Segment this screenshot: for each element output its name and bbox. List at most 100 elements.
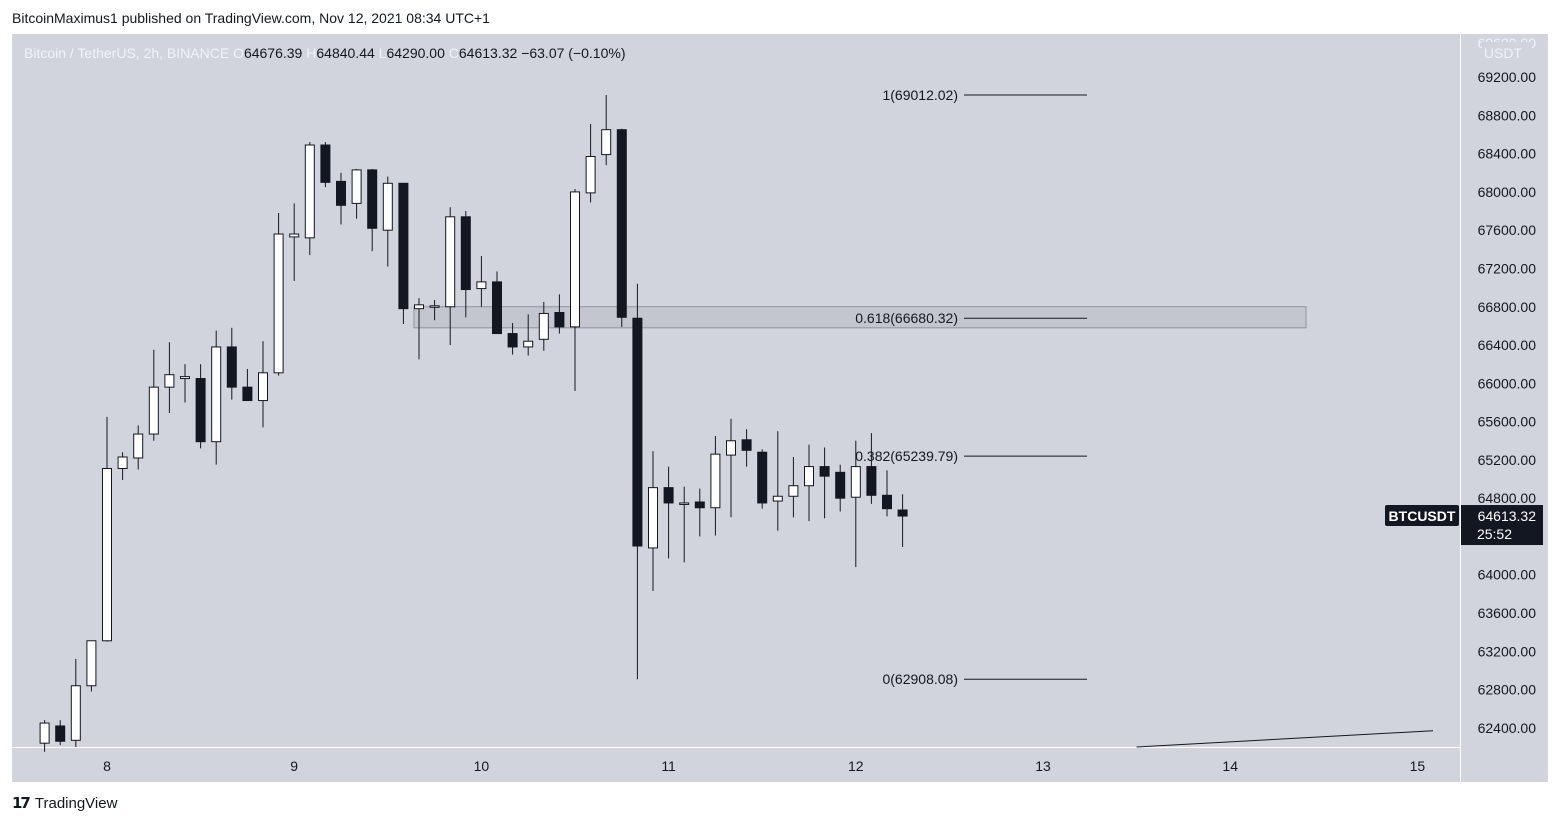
candle (336, 172, 346, 225)
candle-body (866, 466, 877, 496)
candle (866, 433, 877, 504)
candle (445, 207, 456, 346)
candle-body (289, 233, 300, 238)
candle (835, 464, 846, 512)
candle-body (679, 502, 690, 505)
candle (897, 494, 908, 547)
candle-body (86, 640, 97, 687)
plot-background (12, 34, 1460, 747)
candle-body (882, 494, 892, 510)
price-tick-label: 68800.00 (1478, 107, 1537, 123)
candle-body (164, 374, 175, 388)
time-tick-label: 8 (103, 758, 111, 774)
candle-body (70, 685, 81, 741)
candle-body (819, 466, 830, 477)
candle (772, 431, 783, 531)
candle-body (39, 722, 50, 744)
candle (585, 123, 596, 203)
candle (476, 256, 487, 307)
candle-body (320, 144, 331, 183)
candle-body (757, 451, 768, 504)
price-tick-label: 66800.00 (1478, 299, 1537, 315)
candle-body (258, 372, 268, 402)
candle (320, 142, 331, 188)
publisher-line: BitcoinMaximus1 published on TradingView… (12, 10, 490, 26)
price-tick-label: 68400.00 (1478, 146, 1537, 162)
candle-body (117, 456, 128, 469)
last-price-tag: 64613.32 25:52 (1461, 505, 1543, 546)
candle-countdown-label: 25:52 (1477, 526, 1512, 542)
candle (538, 301, 549, 351)
chart-area[interactable]: 1(69012.02) 0.618(66680.32) 0.382(65239.79… (12, 34, 1548, 782)
candle-body (897, 509, 908, 517)
candle (460, 211, 471, 318)
candle-body (460, 216, 471, 291)
candle (850, 440, 861, 568)
candle (148, 349, 159, 441)
candlestick-chart[interactable]: 1(69012.02) 0.618(66680.32) 0.382(65239.79… (12, 34, 1548, 782)
price-scale-area (1460, 34, 1548, 782)
candle-body (429, 305, 440, 308)
price-tick-label: 65600.00 (1478, 414, 1537, 430)
candle-body (367, 169, 378, 229)
fib-level-label: 0(62908.08) (882, 671, 958, 687)
candle-body (180, 376, 190, 380)
candle-body (273, 233, 284, 374)
candle (788, 457, 799, 518)
price-tick-label: 63600.00 (1478, 605, 1537, 621)
candle-body (507, 333, 518, 348)
candle-body (523, 340, 534, 348)
symbol-tag-label: BTCUSDT (1389, 508, 1456, 524)
price-tick-label: 67600.00 (1478, 222, 1537, 238)
candle (211, 330, 222, 465)
candle (117, 452, 128, 480)
candle (398, 182, 409, 324)
tradingview-logo-icon: 17 (12, 794, 31, 812)
candle-body (710, 453, 721, 509)
currency-label-bg (1482, 42, 1532, 62)
price-tick-label: 63200.00 (1478, 643, 1537, 659)
candle (226, 327, 237, 400)
candle-body (835, 471, 846, 499)
candle-body (601, 129, 612, 156)
candle (648, 451, 658, 592)
candle (492, 271, 502, 335)
candle-body (726, 440, 736, 456)
candle (679, 486, 690, 563)
candle-body (772, 495, 783, 502)
candle (133, 425, 144, 470)
last-price-label: 64613.32 (1478, 508, 1537, 524)
time-tick-label: 11 (661, 758, 676, 774)
time-tick-label: 15 (1410, 758, 1426, 774)
candle-body (398, 182, 409, 310)
currency-label: USDT (1484, 45, 1523, 61)
candle-body (570, 191, 580, 328)
tradingview-branding[interactable]: 17 TradingView (12, 794, 117, 812)
candle (710, 435, 721, 536)
candle-body (788, 485, 799, 497)
time-tick-label: 12 (848, 758, 864, 774)
price-tick-label: 65200.00 (1478, 452, 1537, 468)
candle-body (133, 433, 144, 459)
candle (258, 341, 268, 428)
candle (616, 128, 627, 327)
candle-body (850, 466, 861, 498)
candle-body (102, 467, 112, 642)
candle (367, 168, 378, 252)
candle (741, 429, 752, 467)
candle (757, 449, 768, 509)
candle (273, 212, 284, 376)
candle (55, 720, 66, 746)
candle-body (694, 501, 705, 509)
time-axis-area (12, 747, 1460, 782)
symbol-tag-bg (1385, 505, 1459, 527)
candle-body (351, 169, 362, 204)
candle-body (382, 182, 393, 231)
price-tick-label: 62400.00 (1478, 720, 1537, 736)
candle (819, 447, 830, 519)
candle-body (195, 378, 206, 443)
last-price-bg (1461, 505, 1543, 546)
candle (601, 95, 612, 166)
candle (180, 364, 190, 403)
candle (289, 203, 300, 281)
